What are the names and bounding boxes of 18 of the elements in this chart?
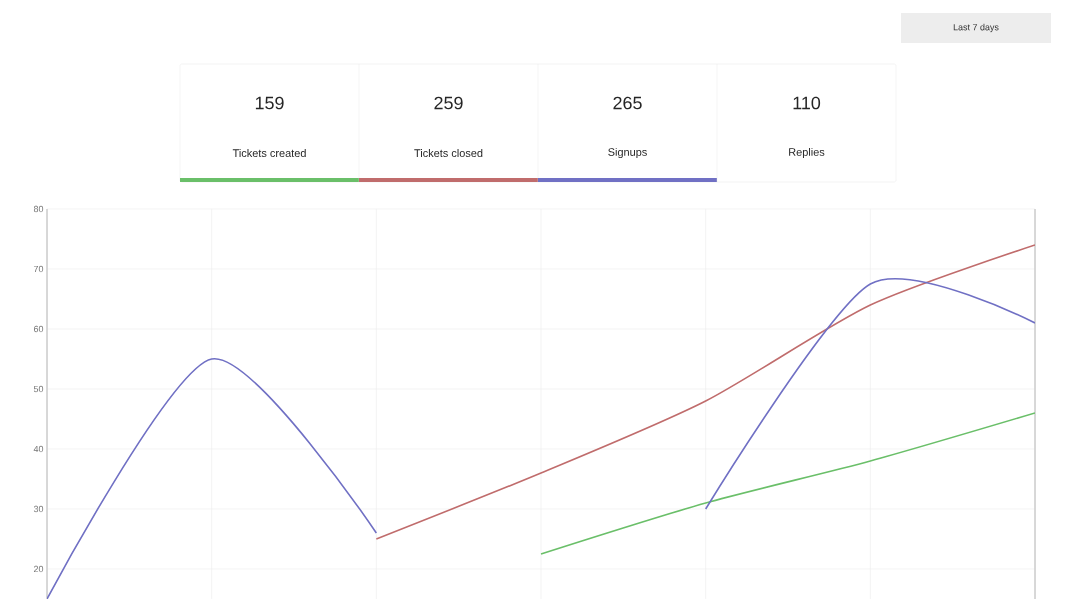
line-series: [540, 412, 1036, 555]
category-label: Replies: [789, 147, 825, 159]
y-tick-label: 70: [33, 265, 44, 273]
y-tick-label: 50: [33, 385, 44, 393]
text: 259: [434, 96, 463, 110]
text: 110: [793, 96, 821, 110]
category-label: Tickets closed: [414, 148, 483, 158]
category-label: Signups: [608, 147, 647, 159]
category-label: Tickets created: [232, 148, 306, 158]
y-tick-label: 80: [33, 205, 44, 213]
text: 159: [255, 96, 284, 110]
y-tick-label: 30: [33, 505, 44, 513]
line-series: [375, 244, 1036, 540]
text: Last 7 days: [953, 23, 999, 33]
y-tick-label: 20: [33, 565, 44, 573]
y-tick-label: 60: [33, 325, 44, 333]
y-tick-label: 40: [33, 445, 44, 453]
text: 265: [613, 96, 642, 110]
